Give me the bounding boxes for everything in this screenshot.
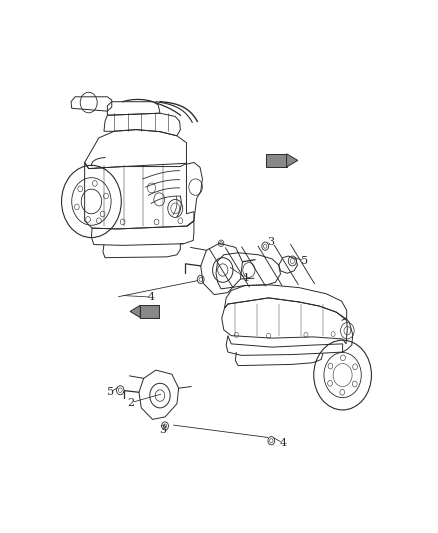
Polygon shape xyxy=(286,154,298,167)
Text: 4: 4 xyxy=(279,438,286,448)
Text: 3: 3 xyxy=(159,425,166,435)
Text: 2: 2 xyxy=(127,398,135,408)
Text: 1: 1 xyxy=(243,273,250,283)
Polygon shape xyxy=(140,305,159,318)
Polygon shape xyxy=(130,305,140,318)
Text: 3: 3 xyxy=(268,237,275,247)
Polygon shape xyxy=(266,154,286,167)
Text: 4: 4 xyxy=(148,292,155,302)
Text: 5: 5 xyxy=(106,387,113,397)
Text: 5: 5 xyxy=(300,256,308,266)
